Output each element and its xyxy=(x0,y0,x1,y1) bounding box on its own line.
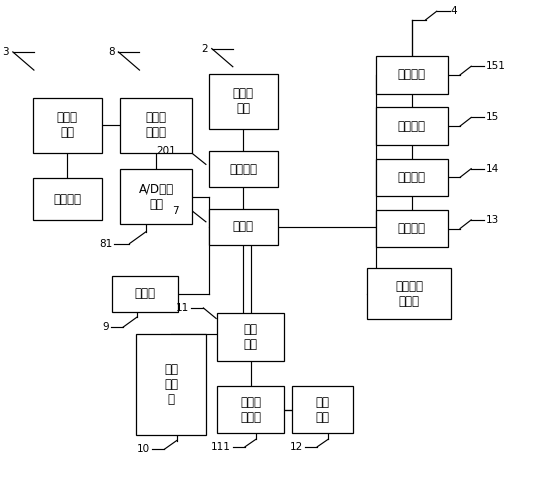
FancyBboxPatch shape xyxy=(209,74,278,129)
Text: 4: 4 xyxy=(451,6,457,16)
Text: 7: 7 xyxy=(172,206,179,216)
FancyBboxPatch shape xyxy=(209,209,278,244)
Text: 14: 14 xyxy=(485,164,499,174)
Text: 稳压模块: 稳压模块 xyxy=(398,222,426,235)
Text: 81: 81 xyxy=(99,239,113,249)
FancyBboxPatch shape xyxy=(376,108,448,145)
Text: 验证模块: 验证模块 xyxy=(229,163,257,176)
Text: 9: 9 xyxy=(102,323,109,332)
Text: 201: 201 xyxy=(157,146,176,156)
Text: 太阳能板: 太阳能板 xyxy=(398,68,426,82)
FancyBboxPatch shape xyxy=(137,334,206,435)
Text: A/D转换
模块: A/D转换 模块 xyxy=(138,183,174,211)
Text: 管理
中心: 管理 中心 xyxy=(316,396,330,424)
FancyBboxPatch shape xyxy=(120,97,193,153)
Text: 光伏组件: 光伏组件 xyxy=(53,193,81,206)
Text: 111: 111 xyxy=(211,442,231,452)
Text: 12: 12 xyxy=(290,442,304,452)
Text: 触摸显
示屏: 触摸显 示屏 xyxy=(233,87,254,115)
FancyBboxPatch shape xyxy=(32,178,102,220)
FancyBboxPatch shape xyxy=(120,169,193,225)
FancyBboxPatch shape xyxy=(217,386,284,433)
FancyBboxPatch shape xyxy=(376,158,448,196)
Text: 8: 8 xyxy=(108,47,114,57)
Text: 信号增
强天线: 信号增 强天线 xyxy=(240,396,261,424)
Text: 11: 11 xyxy=(176,303,189,313)
FancyBboxPatch shape xyxy=(217,313,284,360)
FancyBboxPatch shape xyxy=(292,386,353,433)
Text: 通信
模块: 通信 模块 xyxy=(244,323,258,351)
Text: 151: 151 xyxy=(485,61,506,71)
Text: 报警
装置
组: 报警 装置 组 xyxy=(164,363,178,406)
FancyBboxPatch shape xyxy=(376,56,448,94)
Text: 13: 13 xyxy=(485,215,499,225)
FancyBboxPatch shape xyxy=(112,276,178,312)
FancyBboxPatch shape xyxy=(376,210,448,247)
FancyBboxPatch shape xyxy=(209,151,278,187)
Text: 3: 3 xyxy=(2,47,9,57)
Text: 功率检
测模块: 功率检 测模块 xyxy=(146,111,167,139)
Text: 10: 10 xyxy=(137,444,150,454)
Text: 储能装置: 储能装置 xyxy=(398,171,426,184)
Text: 功率检
测线: 功率检 测线 xyxy=(57,111,78,139)
Text: 处理器: 处理器 xyxy=(233,220,254,233)
Text: 2: 2 xyxy=(201,44,208,54)
Text: 转换模块: 转换模块 xyxy=(398,120,426,132)
Text: 存储器: 存储器 xyxy=(134,287,156,300)
Text: 15: 15 xyxy=(485,112,499,122)
FancyBboxPatch shape xyxy=(367,268,451,320)
Text: 最大功率
参数库: 最大功率 参数库 xyxy=(395,280,423,308)
FancyBboxPatch shape xyxy=(32,97,102,153)
